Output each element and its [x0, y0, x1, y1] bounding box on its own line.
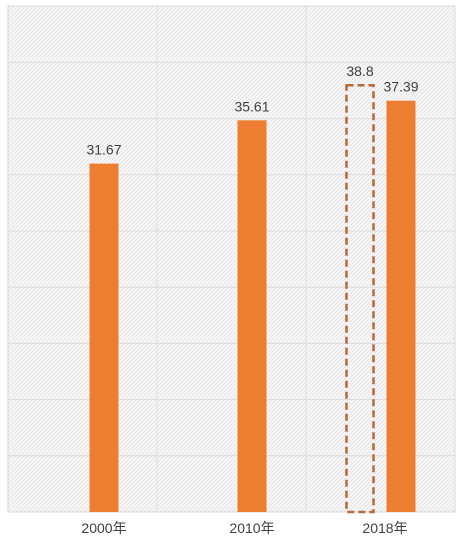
data-label-2: 37.39 [383, 79, 418, 95]
bar-2 [386, 100, 416, 512]
bars [89, 83, 416, 514]
outline-bar-2 [345, 83, 375, 514]
bar-0 [89, 163, 119, 512]
x-axis: 2000年 2010年 2018年 [81, 520, 407, 536]
x-tick-label-1: 2010年 [229, 520, 274, 536]
data-label-0: 31.67 [86, 142, 121, 158]
bar-1 [237, 120, 267, 513]
gridlines [8, 6, 455, 512]
x-tick-label-2: 2018年 [362, 520, 407, 536]
x-tick-label-0: 2000年 [81, 520, 126, 536]
outline-data-label-2: 38.8 [346, 63, 373, 79]
data-label-1: 35.61 [234, 98, 269, 114]
plot-background [7, 5, 456, 513]
data-labels: 31.67 35.61 37.39 38.8 [86, 63, 418, 157]
